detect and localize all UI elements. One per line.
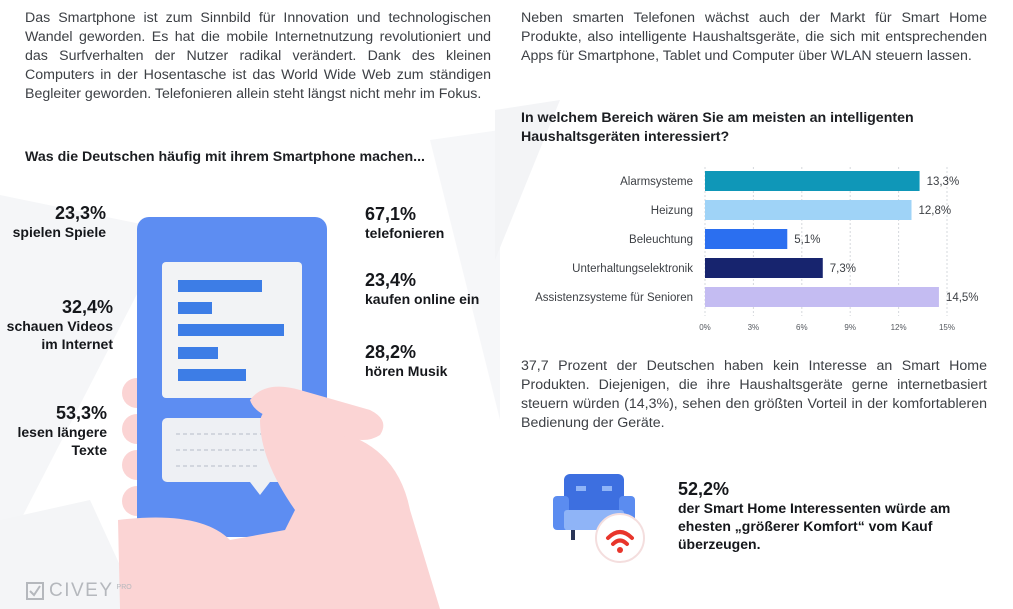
text-bar (178, 369, 246, 381)
logo-wordmark: CIVEY (49, 580, 114, 601)
big-stat-percent: 52,2% (678, 479, 730, 499)
value-label: 5,1% (794, 234, 820, 246)
stat-label: spielen Spiele (12, 224, 106, 240)
stat-calls: 67,1% telefonieren (365, 204, 444, 242)
x-tick-label: 0% (699, 323, 711, 332)
bar (705, 171, 920, 191)
x-tick-label: 15% (939, 323, 955, 332)
intro-paragraph-right: Neben smarten Telefonen wächst auch der … (521, 10, 987, 64)
text-bar (178, 347, 218, 359)
bar (705, 258, 823, 278)
text-bar (178, 280, 262, 292)
logo-suffix: PRO (116, 583, 132, 591)
category-label: Heizung (651, 205, 693, 217)
big-stat: 52,2% der Smart Home Interessenten würde… (678, 479, 978, 553)
intro-paragraph-left: Das Smartphone ist zum Sinnbild für Inno… (25, 10, 491, 102)
chart-question-heading: In welchem Bereich wären Sie am meisten … (521, 110, 914, 145)
armchair-wifi-icon (553, 474, 645, 563)
stat-label: kaufen online ein (365, 291, 480, 307)
stat-videos: 32,4% schauen Videos im Internet (7, 297, 113, 353)
stat-label: lesen längere (17, 424, 108, 440)
text-bar (178, 324, 284, 336)
civey-logo-icon (26, 582, 44, 600)
smartphone-hand-illustration (118, 217, 440, 609)
value-label: 13,3% (927, 176, 960, 188)
stat-texts: 53,3% lesen längere Texte (18, 403, 108, 459)
category-label: Beleuchtung (629, 234, 693, 246)
bar (705, 287, 939, 307)
x-tick-label: 3% (748, 323, 760, 332)
value-label: 7,3% (830, 263, 856, 275)
stat-label: schauen Videos (6, 318, 113, 334)
stat-percent: 32,4% (61, 297, 113, 317)
stat-label: im Internet (41, 336, 113, 352)
civey-logo: CIVEY PRO (25, 580, 132, 602)
stat-percent: 67,1% (365, 204, 417, 224)
stat-percent: 23,3% (54, 203, 106, 223)
stat-label: telefonieren (365, 225, 445, 241)
stat-percent: 23,4% (365, 270, 417, 290)
category-label: Assistenzsysteme für Senioren (535, 292, 693, 304)
section-heading-left: Was die Deutschen häufig mit ihrem Smart… (25, 149, 425, 165)
stat-label: hören Musik (365, 363, 448, 379)
stat-music: 28,2% hören Musik (365, 342, 447, 380)
bar (705, 229, 788, 249)
thumb (250, 386, 384, 440)
conclusion-paragraph: 37,7 Prozent der Deutschen haben kein In… (521, 358, 987, 431)
stat-percent: 28,2% (365, 342, 417, 362)
stat-shopping: 23,4% kaufen online ein (365, 270, 479, 308)
bar (705, 200, 912, 220)
category-label: Alarmsysteme (620, 176, 693, 188)
value-label: 14,5% (946, 292, 979, 304)
x-tick-label: 6% (796, 323, 808, 332)
big-stat-label: der Smart Home Interessenten würde am eh… (678, 500, 951, 552)
hand (118, 402, 440, 609)
stat-label: Texte (71, 442, 107, 458)
x-tick-label: 12% (891, 323, 907, 332)
smart-home-interest-chart: 0% 3% 6% 9% 12% 15% Alarmsysteme 13,3% Heizung 12… (535, 167, 979, 332)
category-label: Unterhaltungselektronik (572, 263, 693, 275)
stat-games: 23,3% spielen Spiele (13, 203, 106, 241)
stat-percent: 53,3% (55, 403, 107, 423)
text-bar (178, 302, 212, 314)
value-label: 12,8% (919, 205, 952, 217)
x-tick-label: 9% (844, 323, 856, 332)
